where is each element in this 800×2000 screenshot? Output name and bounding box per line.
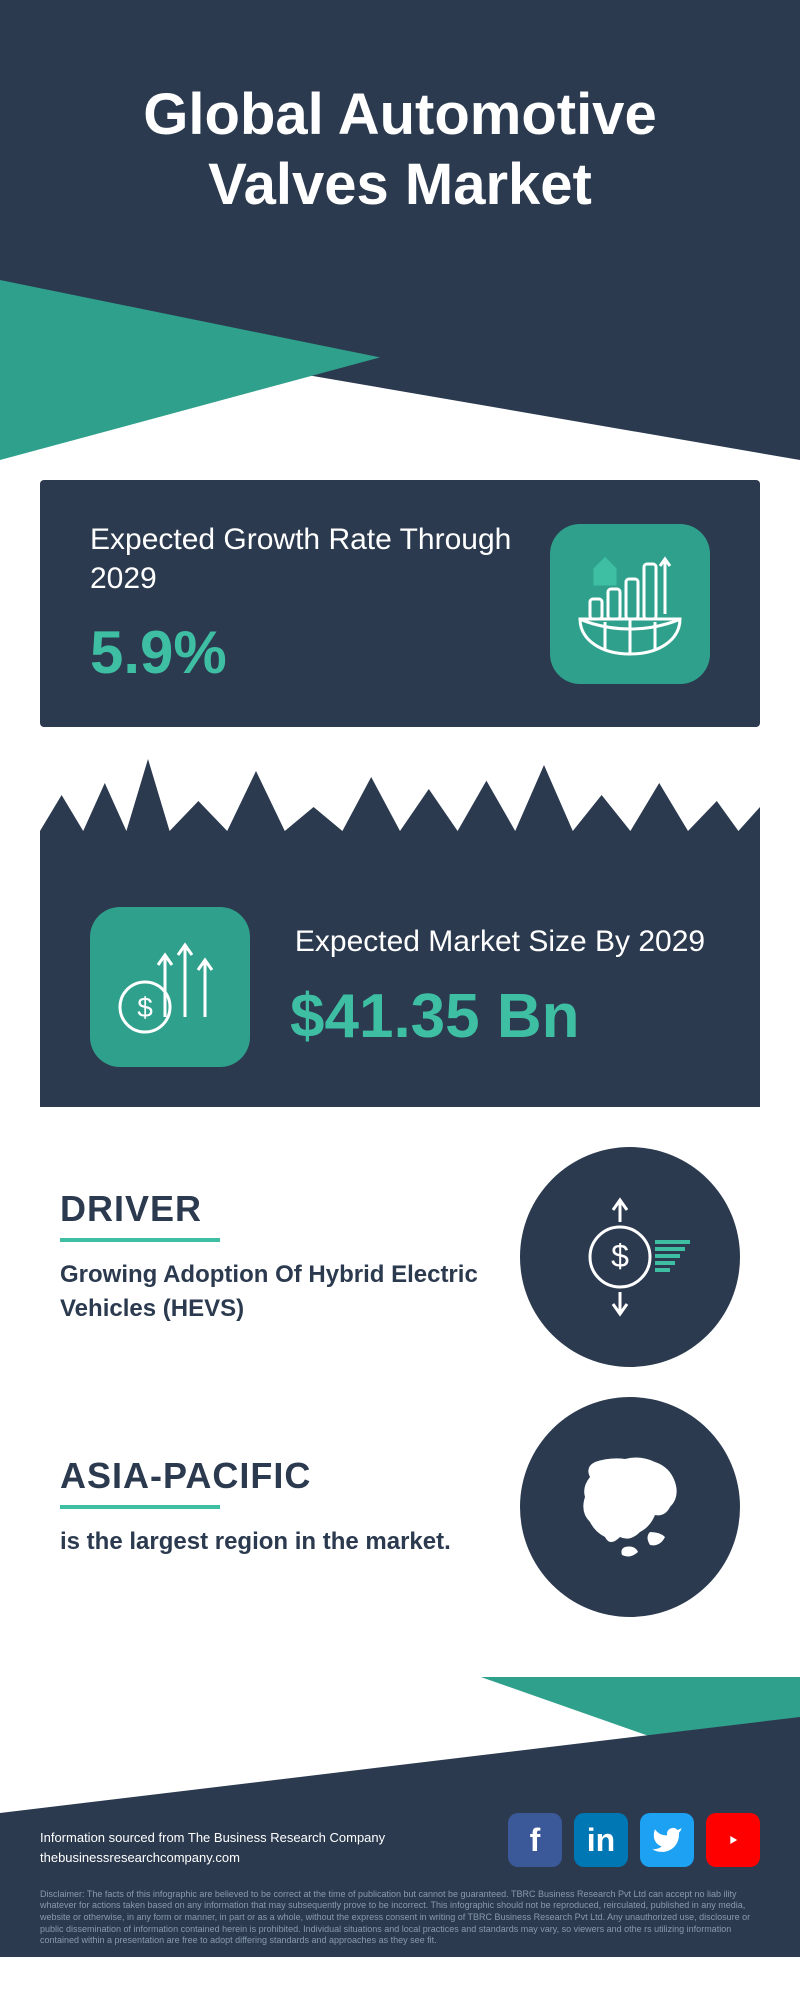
disclaimer-text: Disclaimer: The facts of this infographi… [40,1889,760,1947]
twitter-icon[interactable] [640,1813,694,1867]
city-skyline-decoration [40,747,760,867]
region-text-block: ASIA-PACIFIC is the largest region in th… [60,1455,490,1559]
market-size-label: Expected Market Size By 2029 [290,922,710,961]
linkedin-icon[interactable]: in [574,1813,628,1867]
social-icons-row: f in [508,1813,760,1867]
youtube-icon[interactable] [706,1813,760,1867]
main-title: Global Automotive Valves Market [0,0,800,219]
source-attribution: Information sourced from The Business Re… [40,1828,385,1867]
growth-rate-text: Expected Growth Rate Through 2029 5.9% [90,520,550,687]
growth-chart-globe-icon [550,524,710,684]
infographic-container: Global Automotive Valves Market Expected… [0,0,800,1957]
region-description: is the largest region in the market. [60,1525,490,1559]
driver-heading: DRIVER [60,1188,490,1230]
market-size-value: $41.35 Bn [290,981,710,1052]
growth-rate-card: Expected Growth Rate Through 2029 5.9% [40,480,760,727]
driver-text-block: DRIVER Growing Adoption Of Hybrid Electr… [60,1188,490,1325]
dollar-exchange-icon: $ [520,1147,740,1367]
dollar-arrows-icon: $ [90,907,250,1067]
growth-rate-value: 5.9% [90,618,550,687]
region-section: ASIA-PACIFIC is the largest region in th… [60,1397,740,1617]
footer-content: Information sourced from The Business Re… [40,1813,760,1867]
market-size-card: $ Expected Market Size By 2029 $41.35 Bn [40,867,760,1107]
region-underline [60,1505,220,1509]
growth-rate-label: Expected Growth Rate Through 2029 [90,520,550,598]
market-size-text: Expected Market Size By 2029 $41.35 Bn [290,922,710,1052]
driver-section: DRIVER Growing Adoption Of Hybrid Electr… [60,1147,740,1367]
svg-text:$: $ [611,1238,629,1274]
driver-description: Growing Adoption Of Hybrid Electric Vehi… [60,1258,490,1325]
footer-section: Information sourced from The Business Re… [0,1677,800,1957]
asia-map-icon [520,1397,740,1617]
driver-underline [60,1238,220,1242]
header-section: Global Automotive Valves Market [0,0,800,460]
source-line-2: thebusinessresearchcompany.com [40,1848,385,1868]
source-line-1: Information sourced from The Business Re… [40,1828,385,1848]
svg-text:$: $ [137,992,153,1023]
facebook-icon[interactable]: f [508,1813,562,1867]
region-heading: ASIA-PACIFIC [60,1455,490,1497]
